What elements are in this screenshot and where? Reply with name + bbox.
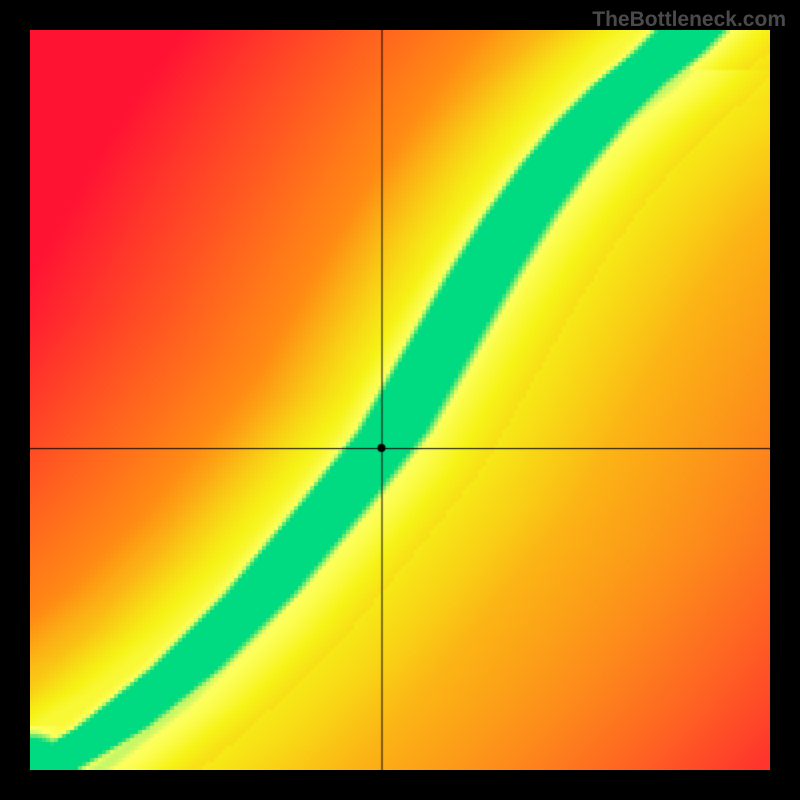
watermark-text: TheBottleneck.com <box>592 8 786 32</box>
heatmap-canvas <box>30 30 770 770</box>
chart-container: TheBottleneck.com <box>0 0 800 800</box>
